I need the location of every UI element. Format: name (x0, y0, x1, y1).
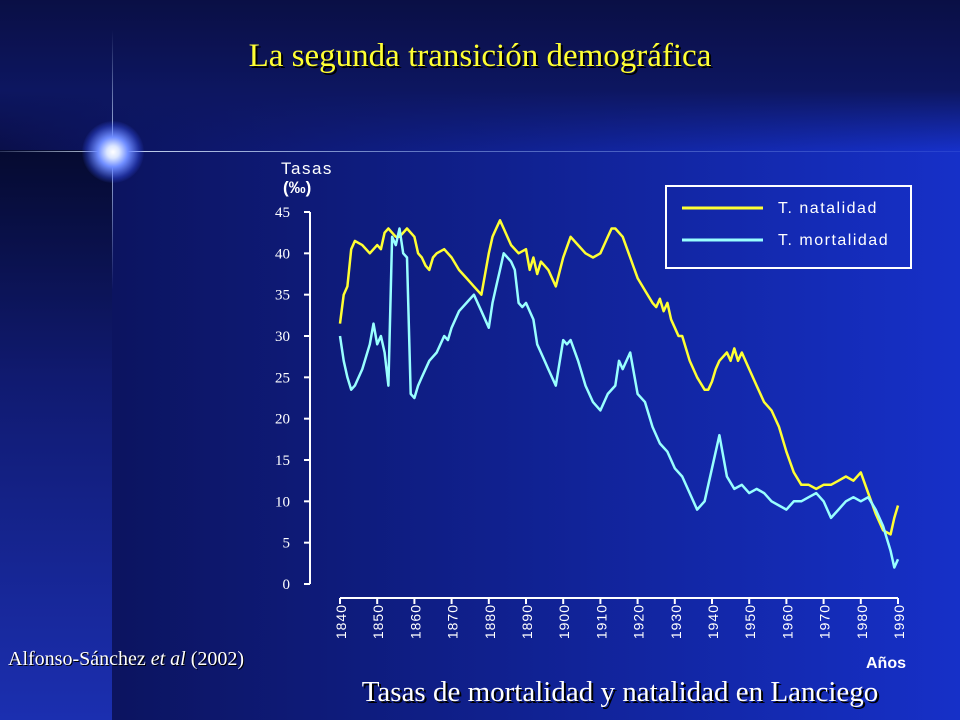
axes: 0 5 10 15 20 25 30 35 40 45 1840 1850 1860 1870 1880 18… (275, 205, 907, 639)
citation-year: (2002) (190, 648, 245, 670)
x-tick-label: 1860 (407, 604, 423, 639)
y-tick-label: 25 (275, 370, 290, 386)
x-tick-label: 1930 (668, 604, 684, 639)
x-tick-label: 1960 (779, 604, 795, 639)
left-band (0, 150, 112, 720)
light-flare-icon (82, 121, 144, 183)
legend-label-mortalidad: T. mortalidad (778, 232, 889, 249)
x-tick-label: 1890 (519, 604, 535, 639)
y-axis-label-line2: (‰) (283, 178, 311, 197)
x-tick-label: 1850 (370, 604, 386, 639)
x-tick-label: 1870 (445, 604, 461, 639)
y-tick-label: 15 (275, 453, 290, 469)
series-line-mortalidad (338, 227, 900, 569)
x-tick-label: 1880 (482, 604, 498, 639)
y-axis-label-line1: Tasas (281, 159, 333, 178)
legend-label-natalidad: T. natalidad (778, 200, 878, 217)
y-tick-label: 5 (283, 536, 291, 552)
x-tick-label: 1980 (854, 604, 870, 639)
series-layer (338, 219, 900, 569)
y-tick-label: 20 (275, 412, 290, 428)
x-axis-label: Años (866, 655, 906, 672)
y-tick-label: 40 (275, 246, 290, 262)
x-tick-label: 1950 (742, 604, 758, 639)
slide-subtitle: Tasas de mortalidad y natalidad en Lanci… (361, 676, 879, 708)
x-tick-label: 1900 (556, 604, 572, 639)
legend: T. natalidad T. mortalidad (665, 185, 912, 269)
slide-title: La segunda transición demográfica (248, 38, 712, 74)
y-tick-label: 35 (275, 288, 290, 304)
x-tick-label: 1940 (705, 604, 721, 639)
decorative-horizontal-line (0, 151, 960, 152)
y-tick-label: 30 (275, 329, 290, 345)
citation-authors: Alfonso-Sánchez (8, 648, 146, 670)
x-tick-label: 1990 (891, 604, 907, 639)
legend-box (665, 185, 912, 269)
y-tick-label: 0 (283, 577, 291, 593)
y-tick-label: 10 (275, 494, 290, 510)
x-tick-label: 1910 (593, 604, 609, 639)
citation: Alfonso-Sánchez et al (2002) (8, 648, 244, 671)
header-band (0, 0, 960, 150)
x-tick-label: 1840 (333, 604, 349, 639)
x-tick-label: 1920 (631, 604, 647, 639)
series-line-natalidad (338, 219, 900, 536)
y-tick-label: 45 (275, 205, 290, 221)
citation-etal: et al (150, 648, 186, 670)
x-tick-label: 1970 (817, 604, 833, 639)
